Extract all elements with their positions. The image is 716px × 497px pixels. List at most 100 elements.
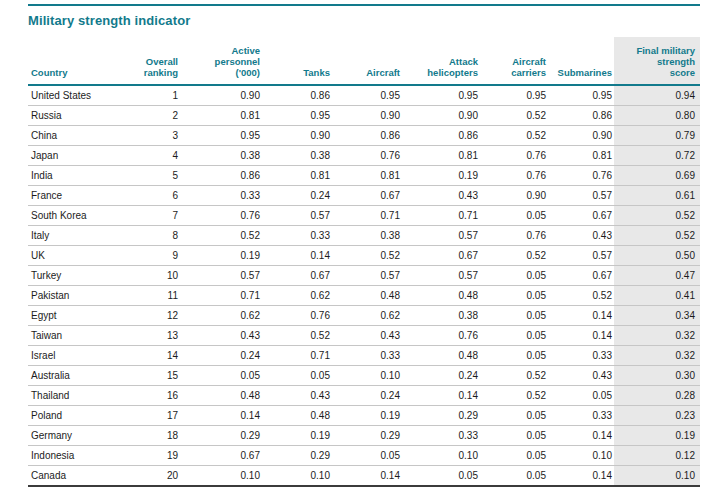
final-score-cell: 0.19 [614, 425, 700, 445]
table-row: Turkey100.570.670.570.570.050.670.47 [28, 265, 700, 285]
value-cell: 0.19 [332, 405, 402, 425]
value-cell: 0.05 [480, 425, 548, 445]
value-cell: 0.62 [180, 305, 262, 325]
value-cell: 5 [126, 165, 180, 185]
table-row: Japan40.380.380.760.810.760.810.72 [28, 145, 700, 165]
table-row: Italy80.520.330.380.570.760.430.52 [28, 225, 700, 245]
value-cell: 0.71 [332, 205, 402, 225]
value-cell: 0.52 [332, 245, 402, 265]
country-cell: Indonesia [28, 445, 126, 465]
header-aircraft: Aircraft [332, 37, 402, 85]
value-cell: 0.48 [402, 285, 480, 305]
country-cell: United States [28, 85, 126, 106]
value-cell: 0.38 [262, 145, 332, 165]
value-cell: 0.05 [480, 345, 548, 365]
value-cell: 0.33 [332, 345, 402, 365]
country-cell: Thailand [28, 385, 126, 405]
table-row: Thailand160.480.430.240.140.520.050.28 [28, 385, 700, 405]
value-cell: 0.81 [332, 165, 402, 185]
value-cell: 0.62 [332, 305, 402, 325]
header-aircraft-carriers: Aircraft carriers [480, 37, 548, 85]
final-score-cell: 0.52 [614, 225, 700, 245]
value-cell: 1 [126, 85, 180, 106]
final-score-cell: 0.69 [614, 165, 700, 185]
value-cell: 0.57 [262, 205, 332, 225]
value-cell: 0.43 [262, 385, 332, 405]
value-cell: 0.52 [480, 125, 548, 145]
value-cell: 0.86 [180, 165, 262, 185]
value-cell: 4 [126, 145, 180, 165]
country-cell: Poland [28, 405, 126, 425]
value-cell: 0.48 [402, 345, 480, 365]
value-cell: 0.05 [480, 265, 548, 285]
value-cell: 0.52 [480, 245, 548, 265]
page-title: Military strength indicator [28, 13, 700, 28]
table-row: China30.950.900.860.860.520.900.79 [28, 125, 700, 145]
value-cell: 0.57 [332, 265, 402, 285]
value-cell: 0.71 [262, 345, 332, 365]
value-cell: 15 [126, 365, 180, 385]
value-cell: 0.38 [180, 145, 262, 165]
value-cell: 0.05 [480, 445, 548, 465]
table-row: United States10.900.860.950.950.950.950.… [28, 85, 700, 106]
value-cell: 0.90 [548, 125, 614, 145]
country-cell: South Korea [28, 205, 126, 225]
value-cell: 0.86 [262, 85, 332, 106]
value-cell: 0.52 [180, 225, 262, 245]
header-submarines: Submarines [548, 37, 614, 85]
value-cell: 0.10 [332, 365, 402, 385]
value-cell: 0.95 [402, 85, 480, 106]
final-score-cell: 0.52 [614, 205, 700, 225]
value-cell: 0.90 [180, 85, 262, 106]
value-cell: 0.76 [402, 325, 480, 345]
value-cell: 0.14 [180, 405, 262, 425]
table-row: Taiwan130.430.520.430.760.050.140.32 [28, 325, 700, 345]
country-cell: Pakistan [28, 285, 126, 305]
table-row: UK90.190.140.520.670.520.570.50 [28, 245, 700, 265]
final-score-cell: 0.34 [614, 305, 700, 325]
value-cell: 0.24 [402, 365, 480, 385]
table-row: South Korea70.760.570.710.710.050.670.52 [28, 205, 700, 225]
value-cell: 0.86 [548, 105, 614, 125]
value-cell: 0.52 [480, 385, 548, 405]
table-row: Pakistan110.710.620.480.480.050.520.41 [28, 285, 700, 305]
value-cell: 2 [126, 105, 180, 125]
value-cell: 0.14 [332, 465, 402, 486]
value-cell: 0.43 [332, 325, 402, 345]
value-cell: 0.62 [262, 285, 332, 305]
value-cell: 18 [126, 425, 180, 445]
value-cell: 0.52 [480, 105, 548, 125]
header-overall-ranking: Overall ranking [126, 37, 180, 85]
value-cell: 16 [126, 385, 180, 405]
value-cell: 0.05 [332, 445, 402, 465]
final-score-cell: 0.32 [614, 345, 700, 365]
value-cell: 0.81 [180, 105, 262, 125]
table-row: Australia150.050.050.100.240.520.430.30 [28, 365, 700, 385]
value-cell: 0.38 [332, 225, 402, 245]
final-score-cell: 0.80 [614, 105, 700, 125]
value-cell: 0.19 [180, 245, 262, 265]
value-cell: 0.14 [548, 305, 614, 325]
table-row: Poland170.140.480.190.290.050.330.23 [28, 405, 700, 425]
value-cell: 0.76 [332, 145, 402, 165]
table-row: France60.330.240.670.430.900.570.61 [28, 185, 700, 205]
table-row: Egypt120.620.760.620.380.050.140.34 [28, 305, 700, 325]
country-cell: Canada [28, 465, 126, 486]
final-score-cell: 0.30 [614, 365, 700, 385]
value-cell: 0.10 [548, 445, 614, 465]
table-row: Germany180.290.190.290.330.050.140.19 [28, 425, 700, 445]
value-cell: 0.71 [180, 285, 262, 305]
value-cell: 0.43 [548, 225, 614, 245]
value-cell: 0.76 [480, 145, 548, 165]
country-cell: China [28, 125, 126, 145]
value-cell: 6 [126, 185, 180, 205]
table-row: Canada200.100.100.140.050.050.140.10 [28, 465, 700, 486]
header-attack-helicopters: Attack helicopters [402, 37, 480, 85]
final-score-cell: 0.41 [614, 285, 700, 305]
value-cell: 0.90 [402, 105, 480, 125]
value-cell: 0.05 [180, 365, 262, 385]
header-tanks: Tanks [262, 37, 332, 85]
value-cell: 20 [126, 465, 180, 486]
value-cell: 19 [126, 445, 180, 465]
value-cell: 0.05 [480, 405, 548, 425]
